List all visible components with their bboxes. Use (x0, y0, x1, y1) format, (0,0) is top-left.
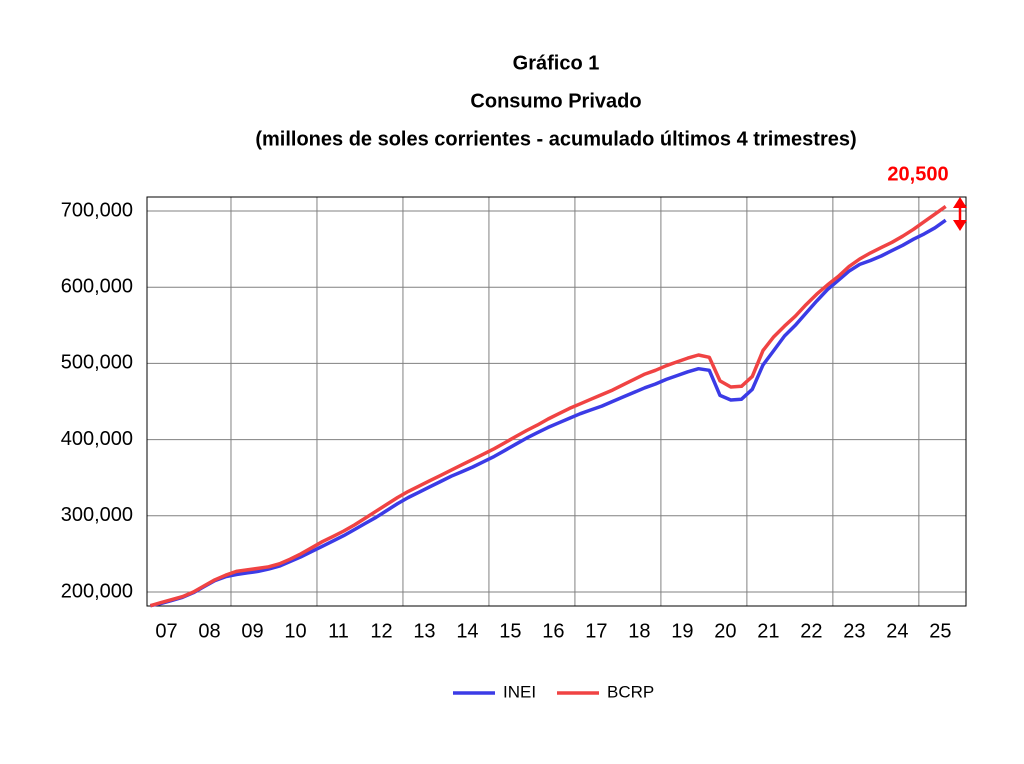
x-tick-label: 14 (456, 620, 478, 642)
legend-label: BCRP (607, 682, 654, 701)
x-tick-label: 20 (714, 620, 736, 642)
y-tick-label: 600,000 (61, 275, 133, 297)
y-tick-label: 300,000 (61, 504, 133, 526)
x-tick-label: 13 (413, 620, 435, 642)
chart-title: Gráfico 1 (513, 52, 600, 74)
x-tick-label: 09 (241, 620, 263, 642)
y-tick-label: 500,000 (61, 352, 133, 374)
x-tick-label: 15 (499, 620, 521, 642)
x-tick-label: 23 (843, 620, 865, 642)
legend-label: INEI (503, 682, 536, 701)
annotation-arrow (953, 197, 967, 231)
x-tick-label: 12 (370, 620, 392, 642)
x-tick-label: 18 (628, 620, 650, 642)
x-tick-label: 21 (757, 620, 779, 642)
series-line (149, 204, 947, 608)
plot-frame (146, 196, 967, 607)
x-tick-label: 07 (155, 620, 177, 642)
x-tick-label: 10 (284, 620, 306, 642)
series-line (150, 218, 947, 608)
x-tick-label: 11 (328, 620, 349, 642)
y-tick-label: 400,000 (61, 428, 133, 450)
y-tick-label: 200,000 (61, 580, 133, 602)
chart-subtitle: (millones de soles corrientes - acumulad… (255, 128, 856, 150)
x-tick-label: 22 (800, 620, 822, 642)
x-tick-label: 19 (671, 620, 693, 642)
annotation: 20,500 (887, 163, 948, 185)
x-tick-label: 25 (929, 620, 951, 642)
y-tick-label: 700,000 (61, 199, 133, 221)
x-tick-label: 08 (198, 620, 220, 642)
grid (147, 197, 966, 606)
x-tick-label: 17 (585, 620, 607, 642)
x-tick-label: 24 (886, 620, 908, 642)
x-tick-label: 16 (542, 620, 564, 642)
chart-subtitle: Consumo Privado (470, 90, 641, 112)
